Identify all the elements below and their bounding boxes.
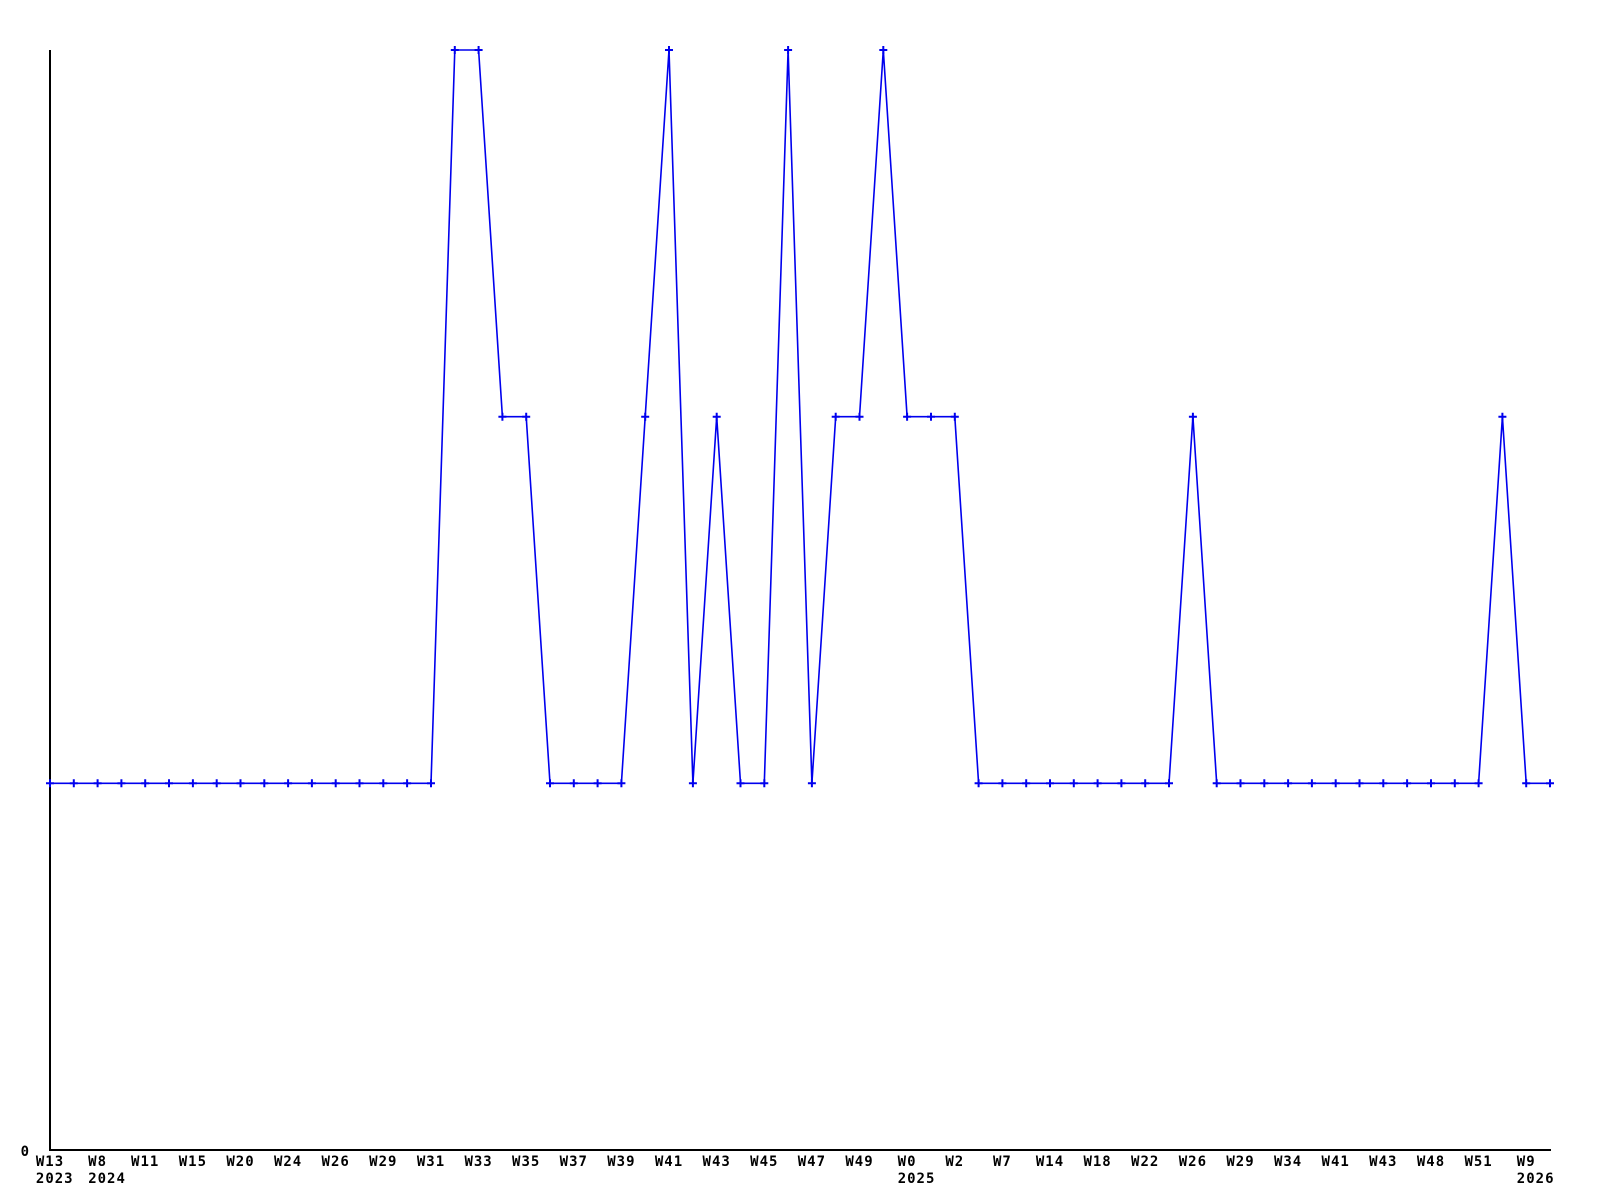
x-tick-week-label: W34	[1274, 1154, 1302, 1170]
x-tick-week-label: W33	[464, 1154, 492, 1170]
x-tick-week-label: W49	[845, 1154, 873, 1170]
x-tick-week-label: W48	[1417, 1154, 1445, 1170]
x-tick-week-label: W41	[1322, 1154, 1350, 1170]
x-tick-year-label: 2023	[36, 1171, 74, 1187]
x-tick-week-label: W35	[512, 1154, 540, 1170]
x-tick-week-label: W15	[179, 1154, 207, 1170]
data-point-markers	[46, 46, 1554, 788]
x-tick-week-label: W22	[1131, 1154, 1159, 1170]
x-tick-week-label: W26	[322, 1154, 350, 1170]
x-tick-week-label: W43	[1369, 1154, 1397, 1170]
x-tick-year-label: 2025	[898, 1171, 936, 1187]
x-tick-week-label: W39	[607, 1154, 635, 1170]
x-tick-week-label: W45	[750, 1154, 778, 1170]
x-tick-week-label: W0	[898, 1154, 917, 1170]
x-tick-week-label: W2	[945, 1154, 964, 1170]
x-tick-week-label: W37	[560, 1154, 588, 1170]
x-tick-week-label: W47	[798, 1154, 826, 1170]
x-tick-week-label: W41	[655, 1154, 683, 1170]
x-tick-week-label: W31	[417, 1154, 445, 1170]
x-tick-week-label: W9	[1517, 1154, 1536, 1170]
data-series-line	[50, 49, 1550, 785]
x-tick-week-label: W29	[1226, 1154, 1254, 1170]
x-tick-week-label: W14	[1036, 1154, 1064, 1170]
x-tick-year-label: 2024	[88, 1171, 126, 1187]
x-tick-week-label: W7	[993, 1154, 1012, 1170]
x-tick-week-label: W18	[1083, 1154, 1111, 1170]
x-tick-week-label: W13	[36, 1154, 64, 1170]
y-axis-zero-label: 0	[21, 1144, 30, 1160]
x-tick-week-label: W11	[131, 1154, 159, 1170]
x-tick-week-label: W26	[1179, 1154, 1207, 1170]
x-tick-week-label: W43	[703, 1154, 731, 1170]
x-tick-week-label: W24	[274, 1154, 302, 1170]
x-tick-week-label: W29	[369, 1154, 397, 1170]
x-tick-week-label: W20	[226, 1154, 254, 1170]
axis-line	[49, 50, 1551, 1151]
x-tick-week-label: W51	[1464, 1154, 1492, 1170]
x-tick-year-label: 2026	[1517, 1171, 1555, 1187]
x-tick-week-label: W8	[88, 1154, 107, 1170]
